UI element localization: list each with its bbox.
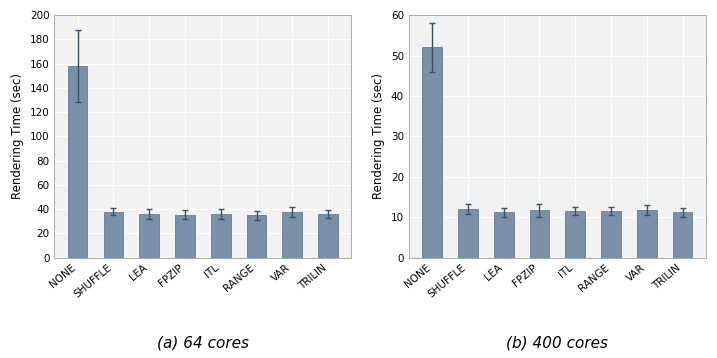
Bar bbox=[175, 215, 195, 258]
Bar bbox=[601, 211, 621, 258]
Bar bbox=[458, 209, 478, 258]
Bar bbox=[318, 214, 338, 258]
Text: (a) 64 cores: (a) 64 cores bbox=[157, 336, 249, 351]
Bar bbox=[422, 48, 442, 258]
Bar bbox=[103, 212, 123, 258]
Bar bbox=[247, 215, 266, 258]
Bar bbox=[673, 212, 693, 258]
Text: (b) 400 cores: (b) 400 cores bbox=[506, 336, 608, 351]
Bar bbox=[566, 211, 585, 258]
Bar bbox=[530, 211, 549, 258]
Bar bbox=[637, 210, 657, 258]
Bar bbox=[211, 214, 231, 258]
Y-axis label: Rendering Time (sec): Rendering Time (sec) bbox=[372, 73, 385, 199]
Y-axis label: Rendering Time (sec): Rendering Time (sec) bbox=[11, 73, 24, 199]
Bar bbox=[68, 66, 87, 258]
Bar bbox=[282, 212, 302, 258]
Bar bbox=[494, 212, 513, 258]
Bar bbox=[139, 214, 159, 258]
